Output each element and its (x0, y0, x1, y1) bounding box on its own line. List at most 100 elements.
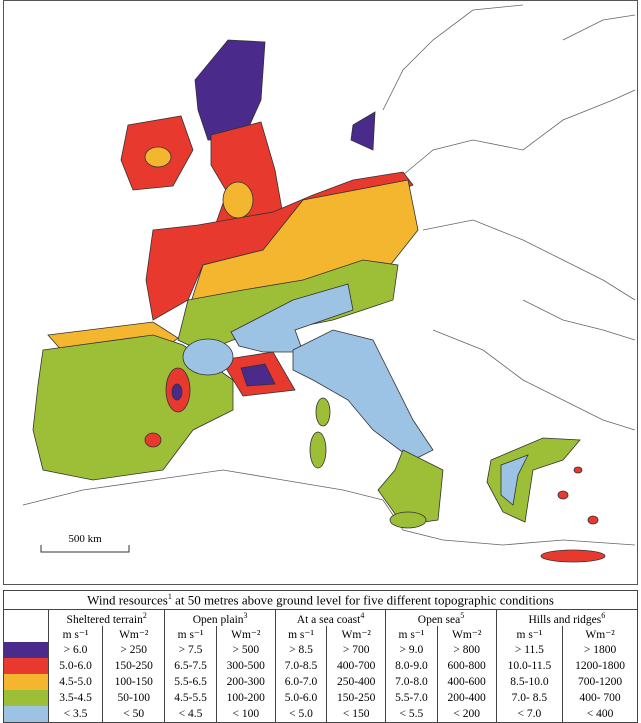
coastlines (22, 4, 636, 546)
range: 600-800 (436, 658, 497, 674)
range: 250-400 (326, 674, 386, 690)
range: 6.0-7.0 (274, 674, 327, 690)
range: 7.0- 8.5 (495, 690, 563, 706)
swatch (3, 658, 49, 674)
range: 100-150 (102, 674, 165, 690)
range: 150-250 (102, 658, 165, 674)
range: 400- 700 (562, 690, 638, 706)
swatch (3, 706, 49, 723)
unit: Wm⁻² (215, 626, 276, 642)
range: 5.5-6.5 (164, 674, 217, 690)
title-text: at 50 metres above ground level for five… (171, 592, 554, 608)
legend-row: 3.5-4.5 50-100 4.5-5.5 100-200 5.0-6.0 150-25… (3, 690, 638, 706)
range: < 200 (436, 706, 497, 723)
range: 3.5-4.5 (47, 690, 103, 706)
column-sup: 6 (601, 610, 606, 620)
column-sup: 5 (460, 610, 465, 620)
range: > 800 (436, 642, 497, 658)
unit: Wm⁻² (562, 626, 638, 642)
column-name: Sheltered terrain (66, 613, 143, 626)
range: < 5.5 (385, 706, 438, 723)
range: > 6.0 (47, 642, 103, 658)
range: 5.5-7.0 (385, 690, 438, 706)
range: 50-100 (102, 690, 165, 706)
swatch (3, 674, 49, 690)
range: 400-700 (326, 658, 386, 674)
unit: m s⁻¹ (164, 626, 217, 642)
unit: Wm⁻² (102, 626, 165, 642)
range: > 500 (215, 642, 276, 658)
range: > 250 (102, 642, 165, 658)
range: > 11.5 (495, 642, 563, 658)
column-header: Sheltered terrain2 (47, 609, 165, 626)
range: 150-250 (326, 690, 386, 706)
range: 7.0-8.0 (385, 674, 438, 690)
swatch (3, 690, 49, 706)
column-header: Hills and ridges6 (495, 609, 638, 626)
column-sup: 2 (142, 610, 147, 620)
range: 5.0-6.0 (47, 658, 103, 674)
unit: Wm⁻² (436, 626, 497, 642)
legend-table: Wind resources1 at 50 metres above groun… (3, 590, 638, 723)
range: 7.0-8.5 (274, 658, 327, 674)
title-sup: 1 (167, 591, 172, 601)
range: > 9.0 (385, 642, 438, 658)
range: > 8.5 (274, 642, 327, 658)
range: > 7.5 (164, 642, 217, 658)
range: 1200-1800 (562, 658, 638, 674)
range: 6.5-7.5 (164, 658, 217, 674)
column-header: At a sea coast4 (274, 609, 386, 626)
unit: Wm⁻² (326, 626, 386, 642)
column-header: Open plain3 (164, 609, 276, 626)
column-name: Open plain (192, 613, 244, 626)
title-row: Wind resources1 at 50 metres above groun… (3, 590, 638, 610)
range: < 400 (562, 706, 638, 723)
map: 500 km (3, 0, 638, 585)
range: > 700 (326, 642, 386, 658)
range: 4.5-5.0 (47, 674, 103, 690)
range: < 3.5 (47, 706, 103, 723)
range: 200-400 (436, 690, 497, 706)
range: < 7.0 (495, 706, 563, 723)
legend-row: < 3.5 < 50 < 4.5 < 100 < 5.0 < 150 < 5.5 < 200 <… (3, 706, 638, 723)
range: 8.0-9.0 (385, 658, 438, 674)
range: 8.5-10.0 (495, 674, 563, 690)
unit: m s⁻¹ (495, 626, 563, 642)
unit: m s⁻¹ (47, 626, 103, 642)
scale-bar: 500 km (40, 533, 130, 553)
wind-zones (32, 39, 606, 563)
range: 400-600 (436, 674, 497, 690)
range: 4.5-5.5 (164, 690, 217, 706)
column-header: Open sea5 (385, 609, 497, 626)
legend-row: > 6.0 > 250 > 7.5 > 500 > 8.5 > 700 > 9.0 > 800… (3, 642, 638, 658)
range: 200-300 (215, 674, 276, 690)
legend-row: 4.5-5.0 100-150 5.5-6.5 200-300 6.0-7.0 250-4… (3, 674, 638, 690)
swatch (3, 642, 49, 658)
column-sup: 3 (243, 610, 248, 620)
unit: m s⁻¹ (274, 626, 327, 642)
scale-label: 500 km (68, 533, 102, 545)
range: > 1800 (562, 642, 638, 658)
legend-row: 5.0-6.0 150-250 6.5-7.5 300-500 7.0-8.5 400-7… (3, 658, 638, 674)
range: 300-500 (215, 658, 276, 674)
column-name: At a sea coast (296, 613, 361, 626)
corner (4, 610, 49, 643)
column-name: Hills and ridges (528, 613, 602, 626)
range: 5.0-6.0 (274, 690, 327, 706)
range: 100-200 (215, 690, 276, 706)
legend-title: Wind resources1 at 50 metres above groun… (3, 590, 638, 610)
range: 10.0-11.5 (495, 658, 563, 674)
title-text: Wind resources (87, 592, 168, 608)
range: < 5.0 (274, 706, 327, 723)
range: < 50 (102, 706, 165, 723)
unit: m s⁻¹ (385, 626, 438, 642)
range: < 100 (215, 706, 276, 723)
column-sup: 4 (360, 610, 365, 620)
range: < 4.5 (164, 706, 217, 723)
header-row: Sheltered terrain2 Open plain3 At a sea co… (4, 609, 638, 626)
range: 700-1200 (562, 674, 638, 690)
unit-row: m s⁻¹ Wm⁻² m s⁻¹ Wm⁻² m s⁻¹ Wm⁻² m s⁻¹ Wm⁻² m s⁻… (4, 626, 638, 642)
range: < 150 (326, 706, 386, 723)
column-name: Open sea (417, 613, 461, 626)
